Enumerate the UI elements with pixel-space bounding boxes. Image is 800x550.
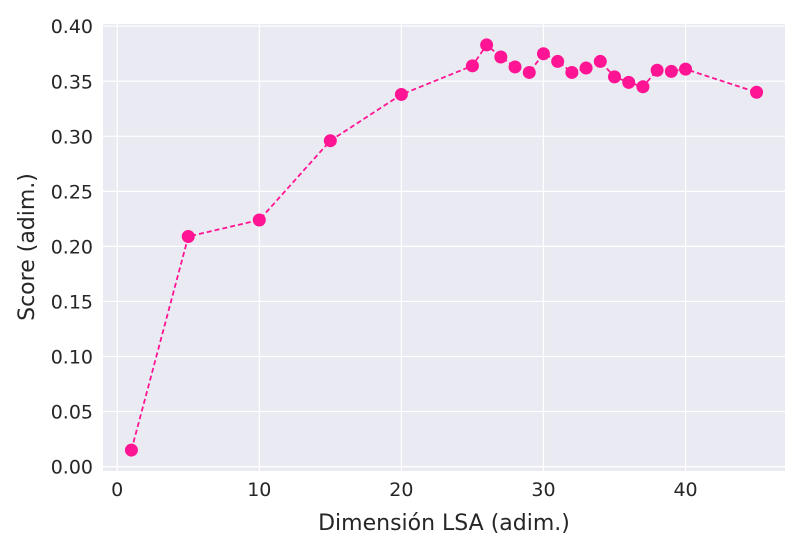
y-axis-ticks: 0.00 0.05 0.10 0.15 0.20 0.25 0.30 0.35 0.40 xyxy=(51,16,93,478)
gridlines xyxy=(103,24,785,471)
series-layer xyxy=(124,38,764,457)
y-tick-label: 0.30 xyxy=(51,126,93,148)
data-point xyxy=(664,64,678,78)
data-point xyxy=(636,80,650,94)
y-tick-label: 0.05 xyxy=(51,402,93,424)
x-axis-label: Dimensión LSA (adim.) xyxy=(318,511,570,536)
data-point xyxy=(494,50,508,64)
y-tick-label: 0.15 xyxy=(51,291,93,313)
x-tick-label: 10 xyxy=(247,479,271,501)
plot-area xyxy=(103,24,785,471)
data-point xyxy=(608,70,621,84)
y-tick-label: 0.35 xyxy=(51,71,93,93)
x-tick-label: 0 xyxy=(111,479,123,501)
data-point xyxy=(181,229,195,243)
data-point xyxy=(252,213,266,227)
y-tick-label: 0.40 xyxy=(51,16,93,38)
x-tick-label: 30 xyxy=(531,479,555,501)
y-tick-label: 0.10 xyxy=(51,346,93,368)
x-axis-ticks: 0 10 20 30 40 xyxy=(111,479,697,501)
data-point xyxy=(124,443,138,457)
data-point xyxy=(579,61,593,75)
data-point xyxy=(480,38,494,52)
data-point xyxy=(536,47,550,61)
data-point xyxy=(565,65,579,79)
data-point xyxy=(551,54,565,68)
data-point xyxy=(323,134,337,148)
data-point xyxy=(593,54,607,68)
data-point xyxy=(508,60,522,74)
data-point xyxy=(465,59,479,73)
data-point xyxy=(522,65,536,79)
data-point xyxy=(679,62,693,76)
x-tick-label: 40 xyxy=(673,479,697,501)
data-point xyxy=(750,85,764,99)
y-tick-label: 0.20 xyxy=(51,236,93,258)
data-point xyxy=(622,75,636,89)
data-point xyxy=(650,63,664,77)
y-tick-label: 0.25 xyxy=(51,181,93,203)
series-line xyxy=(130,43,757,451)
y-axis-label: Score (adim.) xyxy=(15,173,40,321)
y-tick-label: 0.00 xyxy=(51,457,93,479)
x-tick-label: 20 xyxy=(389,479,413,501)
data-point xyxy=(394,87,408,101)
